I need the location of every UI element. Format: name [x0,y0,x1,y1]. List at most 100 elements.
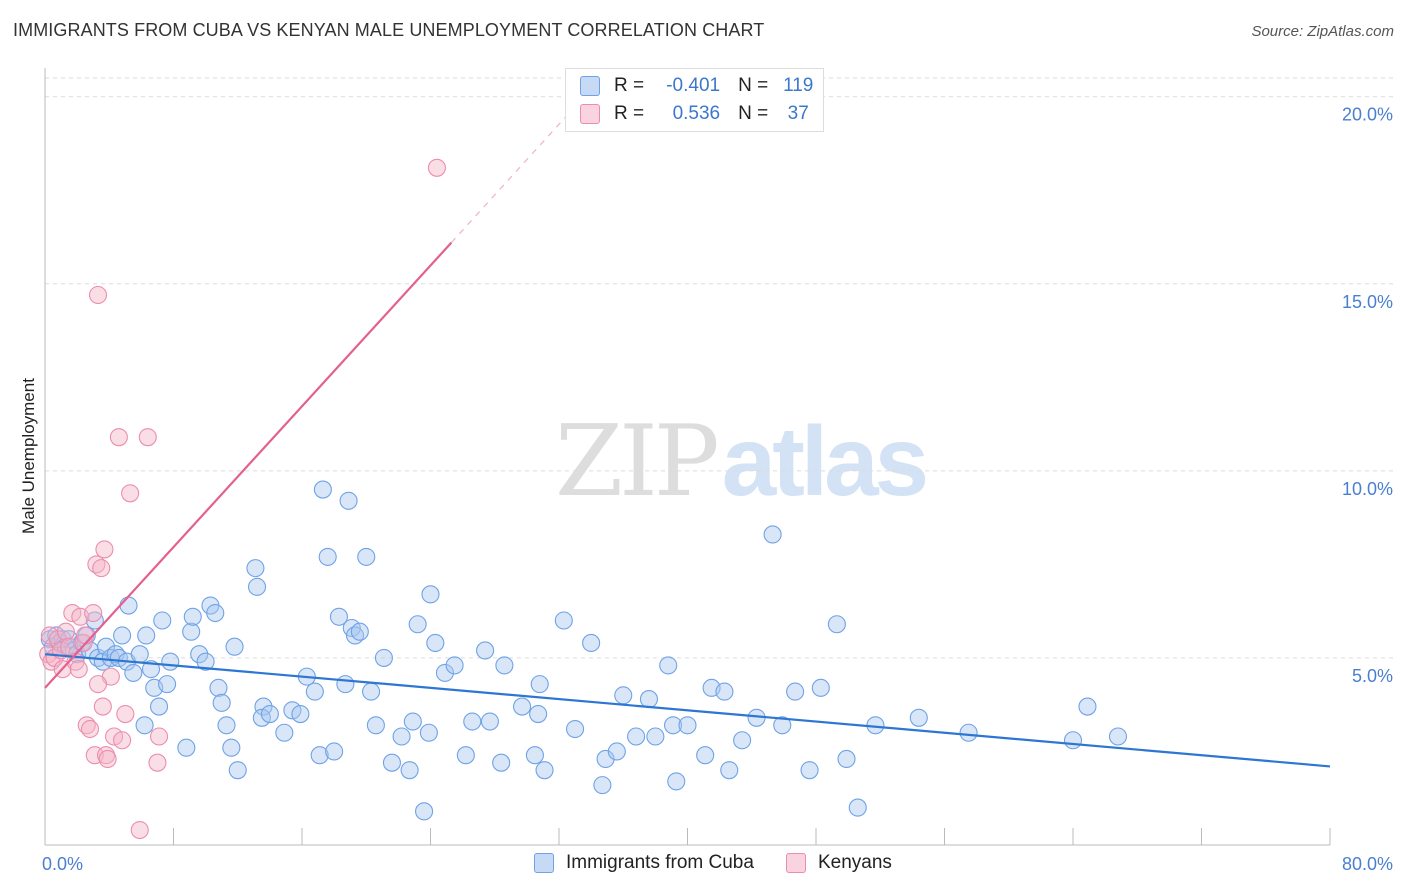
cuba-point [183,607,202,626]
cuba-trend-line [44,653,1331,768]
kenyans-point [427,158,446,177]
cuba-point [305,682,324,701]
cuba-point [848,798,867,817]
cuba-point [495,656,514,675]
kenyans-point [56,622,75,641]
cuba-point [137,626,156,645]
kenyans-point [130,820,149,840]
cuba-point [480,712,499,731]
cuba-point [113,626,132,645]
cuba-point [492,753,511,772]
cuba-point [228,761,247,780]
cuba-point [217,716,236,735]
legend-row-cuba: R = -0.401 N = 119 [580,73,818,99]
cuba-point [196,652,215,671]
kenyans-point [76,626,95,645]
cuba-point [275,723,294,742]
cuba-point [1078,697,1097,716]
chart-title: IMMIGRANTS FROM CUBA VS KENYAN MALE UNEM… [13,20,765,40]
cuba-point [607,742,626,761]
cuba-point [763,525,782,544]
cuba-point [392,727,411,746]
cuba-point [291,704,310,724]
kenyans-point [121,484,140,503]
cuba-point [310,746,329,765]
cuba-point [773,716,792,735]
cuba-point [260,704,279,724]
cuba-point [362,682,381,701]
cuba-point [190,645,209,664]
cuba-point [696,746,715,765]
watermark: ZIPatlas [555,405,929,519]
cuba-point [177,738,196,757]
series-swatch-kenyans [785,853,806,873]
cuba-point [627,727,646,746]
series-label-kenyans: Kenyans [817,852,892,873]
cuba-point [357,547,376,566]
cuba-point [715,682,734,701]
cuba-point [800,761,819,780]
series-label-cuba: Immigrants from Cuba [566,852,754,873]
kenyans-trend-line [44,241,453,689]
cuba-point [158,675,177,694]
cuba-point [85,611,104,630]
series-legend: Immigrants from Cuba Kenyans [534,852,924,874]
cuba-point [909,708,928,727]
legend-n-label: N = [738,103,769,124]
cuba-point [246,559,265,578]
cuba-point [456,746,475,765]
cuba-point [959,723,978,742]
series-legend-cuba[interactable]: Immigrants from Cuba [534,852,754,874]
cuba-point [786,682,805,701]
x-tick-label: 0.0% [42,854,83,874]
legend-r-value: -0.401 [666,75,721,96]
cuba-point [837,749,856,768]
cuba-point [476,641,495,660]
y-tick-label: 20.0% [1342,105,1393,125]
legend-r-value: 0.536 [672,103,721,124]
cuba-point [582,633,601,653]
cuba-point [225,637,244,656]
cuba-point [135,716,154,735]
cuba-point [329,607,348,626]
cuba-point [336,675,355,694]
cuba-point [646,727,665,746]
cuba-point [366,716,385,735]
kenyans-trend-extension [450,114,568,244]
cuba-point [382,753,402,772]
cuba-point [663,716,683,735]
legend-n-value: 119 [783,75,814,96]
kenyans-point [138,428,157,447]
cuba-point [400,761,419,780]
cuba-point [554,611,573,630]
cuba-point [124,663,143,682]
cuba-point [254,697,273,716]
cuba-point [720,761,739,780]
kenyans-point [88,675,108,694]
cuba-point [222,738,241,757]
cuba-point [96,637,116,656]
cuba-point [318,547,337,566]
cuba-point [811,678,830,697]
cuba-point [247,577,267,596]
cuba-point [1108,727,1128,746]
cuba-point [374,648,393,667]
watermark-zip: ZIP [555,405,720,519]
cuba-point [426,633,445,653]
kenyans-point [74,633,93,653]
cuba-point [678,716,697,735]
series-swatch-cuba [534,853,554,873]
source-label: Source: ZipAtlas.com [1251,23,1394,40]
kenyans-point [98,749,117,768]
series-legend-kenyans[interactable]: Kenyans [785,852,892,874]
kenyans-point [80,719,100,739]
cuba-point [212,693,231,712]
watermark-atlas: atlas [721,406,929,516]
kenyans-point [92,559,111,578]
cuba-point [313,480,332,499]
cuba-point [415,802,434,821]
kenyans-point [93,697,112,716]
cuba-point [667,772,686,791]
y-tick-label: 5.0% [1352,666,1393,686]
cuba-point [596,749,615,768]
